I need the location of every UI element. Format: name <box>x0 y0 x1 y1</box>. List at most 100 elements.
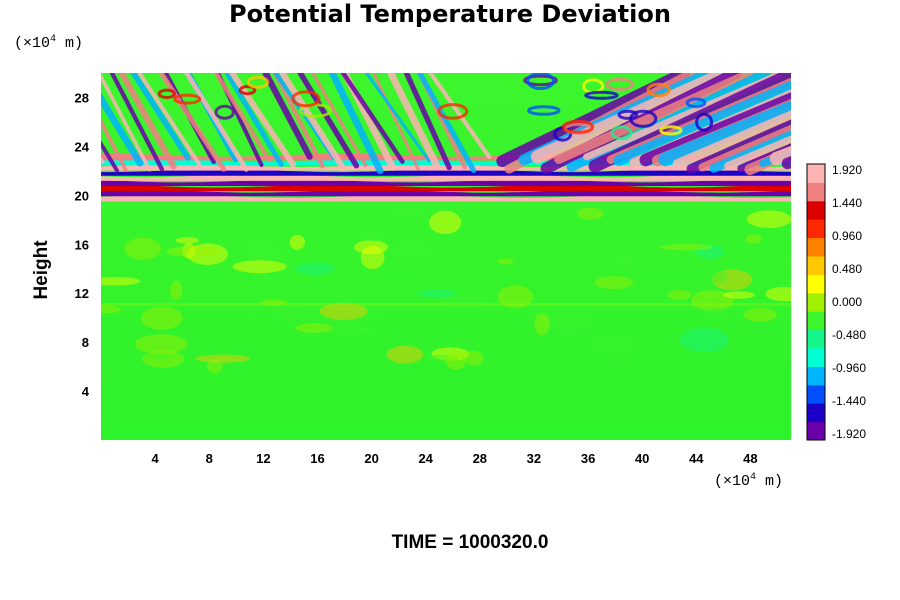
time-annotation: TIME = 1000320.0 <box>391 532 549 553</box>
turbulence-blob <box>235 240 288 258</box>
turbulence-blob <box>232 271 246 295</box>
wave-crest <box>724 135 791 170</box>
y-tick-label: 20 <box>75 188 89 203</box>
turbulence-blob <box>101 305 122 314</box>
turbulence-blob <box>590 334 637 357</box>
turbulence-blob <box>271 304 316 320</box>
turbulence-blob <box>691 285 731 299</box>
wave-crest <box>297 73 360 169</box>
colorbar-tick-label: -1.920 <box>832 427 866 441</box>
turbulence-blob <box>695 244 725 259</box>
wave-crest <box>279 73 347 172</box>
x-tick-label: 44 <box>689 451 704 466</box>
wave-crest <box>262 73 313 160</box>
x-tick-label: 36 <box>581 451 595 466</box>
turbulence-blob <box>667 289 692 300</box>
turbulence-blob <box>294 262 335 276</box>
turbulence-blob <box>141 306 183 330</box>
wave-crest <box>781 155 791 170</box>
wave-crest <box>101 117 128 172</box>
turbulence-blob <box>439 290 492 309</box>
wave-crest <box>672 110 791 170</box>
colorbar-swatch <box>807 421 825 441</box>
turbulence-blob <box>763 257 791 267</box>
wave-crest <box>214 73 272 163</box>
colorbar-swatch <box>807 237 825 257</box>
turbulence-blob <box>446 352 466 370</box>
wave-ripple <box>246 75 269 89</box>
turbulence-blob <box>175 237 200 244</box>
turbulence-blob <box>469 357 498 368</box>
wave-crest <box>365 73 431 163</box>
turbulence-blob <box>195 354 250 363</box>
colorbar-swatch <box>807 329 825 349</box>
wave-ripple <box>157 88 176 100</box>
colorbar-frame <box>806 163 826 441</box>
wave-crest <box>372 73 420 171</box>
turbulence-blob <box>252 230 267 239</box>
y-axis-unit: (×104 m) <box>14 34 84 52</box>
wave-crest <box>387 73 441 170</box>
wave-crest <box>698 124 791 172</box>
wave-crest <box>184 73 249 172</box>
wave-band-shape <box>101 189 791 197</box>
turbulence-blob <box>470 266 500 287</box>
wave-crest <box>109 73 165 172</box>
turbulence-blob <box>232 260 287 274</box>
field-layer <box>101 73 900 440</box>
wave-ripple <box>561 119 595 134</box>
y-tick-label: 12 <box>75 286 89 301</box>
turbulence-blob <box>392 206 423 223</box>
x-tick-label: 20 <box>364 451 378 466</box>
turbulence-blob <box>101 276 141 286</box>
turbulence-blob <box>386 345 423 364</box>
colorbar-tick-label: -1.440 <box>832 394 866 408</box>
turbulence-blob <box>134 334 188 354</box>
turbulence-blob <box>464 350 484 366</box>
x-tick-label: 4 <box>151 451 159 466</box>
turbulence-blob <box>765 286 791 302</box>
colorbar-tick-label: 1.440 <box>832 196 862 210</box>
turbulence-blob <box>660 244 713 251</box>
y-tick-label: 8 <box>82 335 89 350</box>
wave-ripple <box>523 74 558 87</box>
wave-crest <box>328 73 384 175</box>
colorbar-tick-label: -0.960 <box>832 361 866 375</box>
wave-crest <box>811 73 900 164</box>
wave-band <box>101 189 791 197</box>
wave-ripple <box>173 93 202 105</box>
turbulence-blob <box>627 249 666 259</box>
wave-crest <box>417 73 477 174</box>
wave-crest <box>613 80 791 166</box>
turbulence-blob <box>497 258 514 265</box>
turbulence-blob <box>360 227 388 242</box>
y-tick-label: 4 <box>82 384 90 399</box>
wave-ripple <box>526 73 555 90</box>
turbulence-blob <box>576 207 604 220</box>
turbulence-blob <box>536 314 593 329</box>
x-tick-label: 48 <box>743 451 757 466</box>
wave-crest <box>158 73 227 172</box>
wave-band-shape <box>101 174 791 181</box>
colorbar-swatch <box>807 182 825 202</box>
turbulence-blob <box>170 280 183 301</box>
turbulence-blob <box>158 298 188 306</box>
wave-crest <box>224 73 284 167</box>
wave-crest <box>769 145 791 166</box>
x-tick-label: 12 <box>256 451 270 466</box>
wave-band <box>101 194 791 202</box>
turbulence-blob <box>594 276 634 290</box>
wave-crest <box>311 73 368 168</box>
turbulence-blob <box>429 210 462 235</box>
wave-crest <box>118 73 177 170</box>
x-tick-label: 28 <box>473 451 487 466</box>
turbulence-blob <box>145 352 171 360</box>
x-tick-label: 40 <box>635 451 649 466</box>
field-band <box>101 302 791 306</box>
turbulence-blob <box>182 242 196 259</box>
turbulence-blob <box>428 270 451 285</box>
turbulence-blob <box>187 243 229 265</box>
wave-ripple <box>527 105 561 116</box>
turbulence-blob <box>244 252 282 268</box>
